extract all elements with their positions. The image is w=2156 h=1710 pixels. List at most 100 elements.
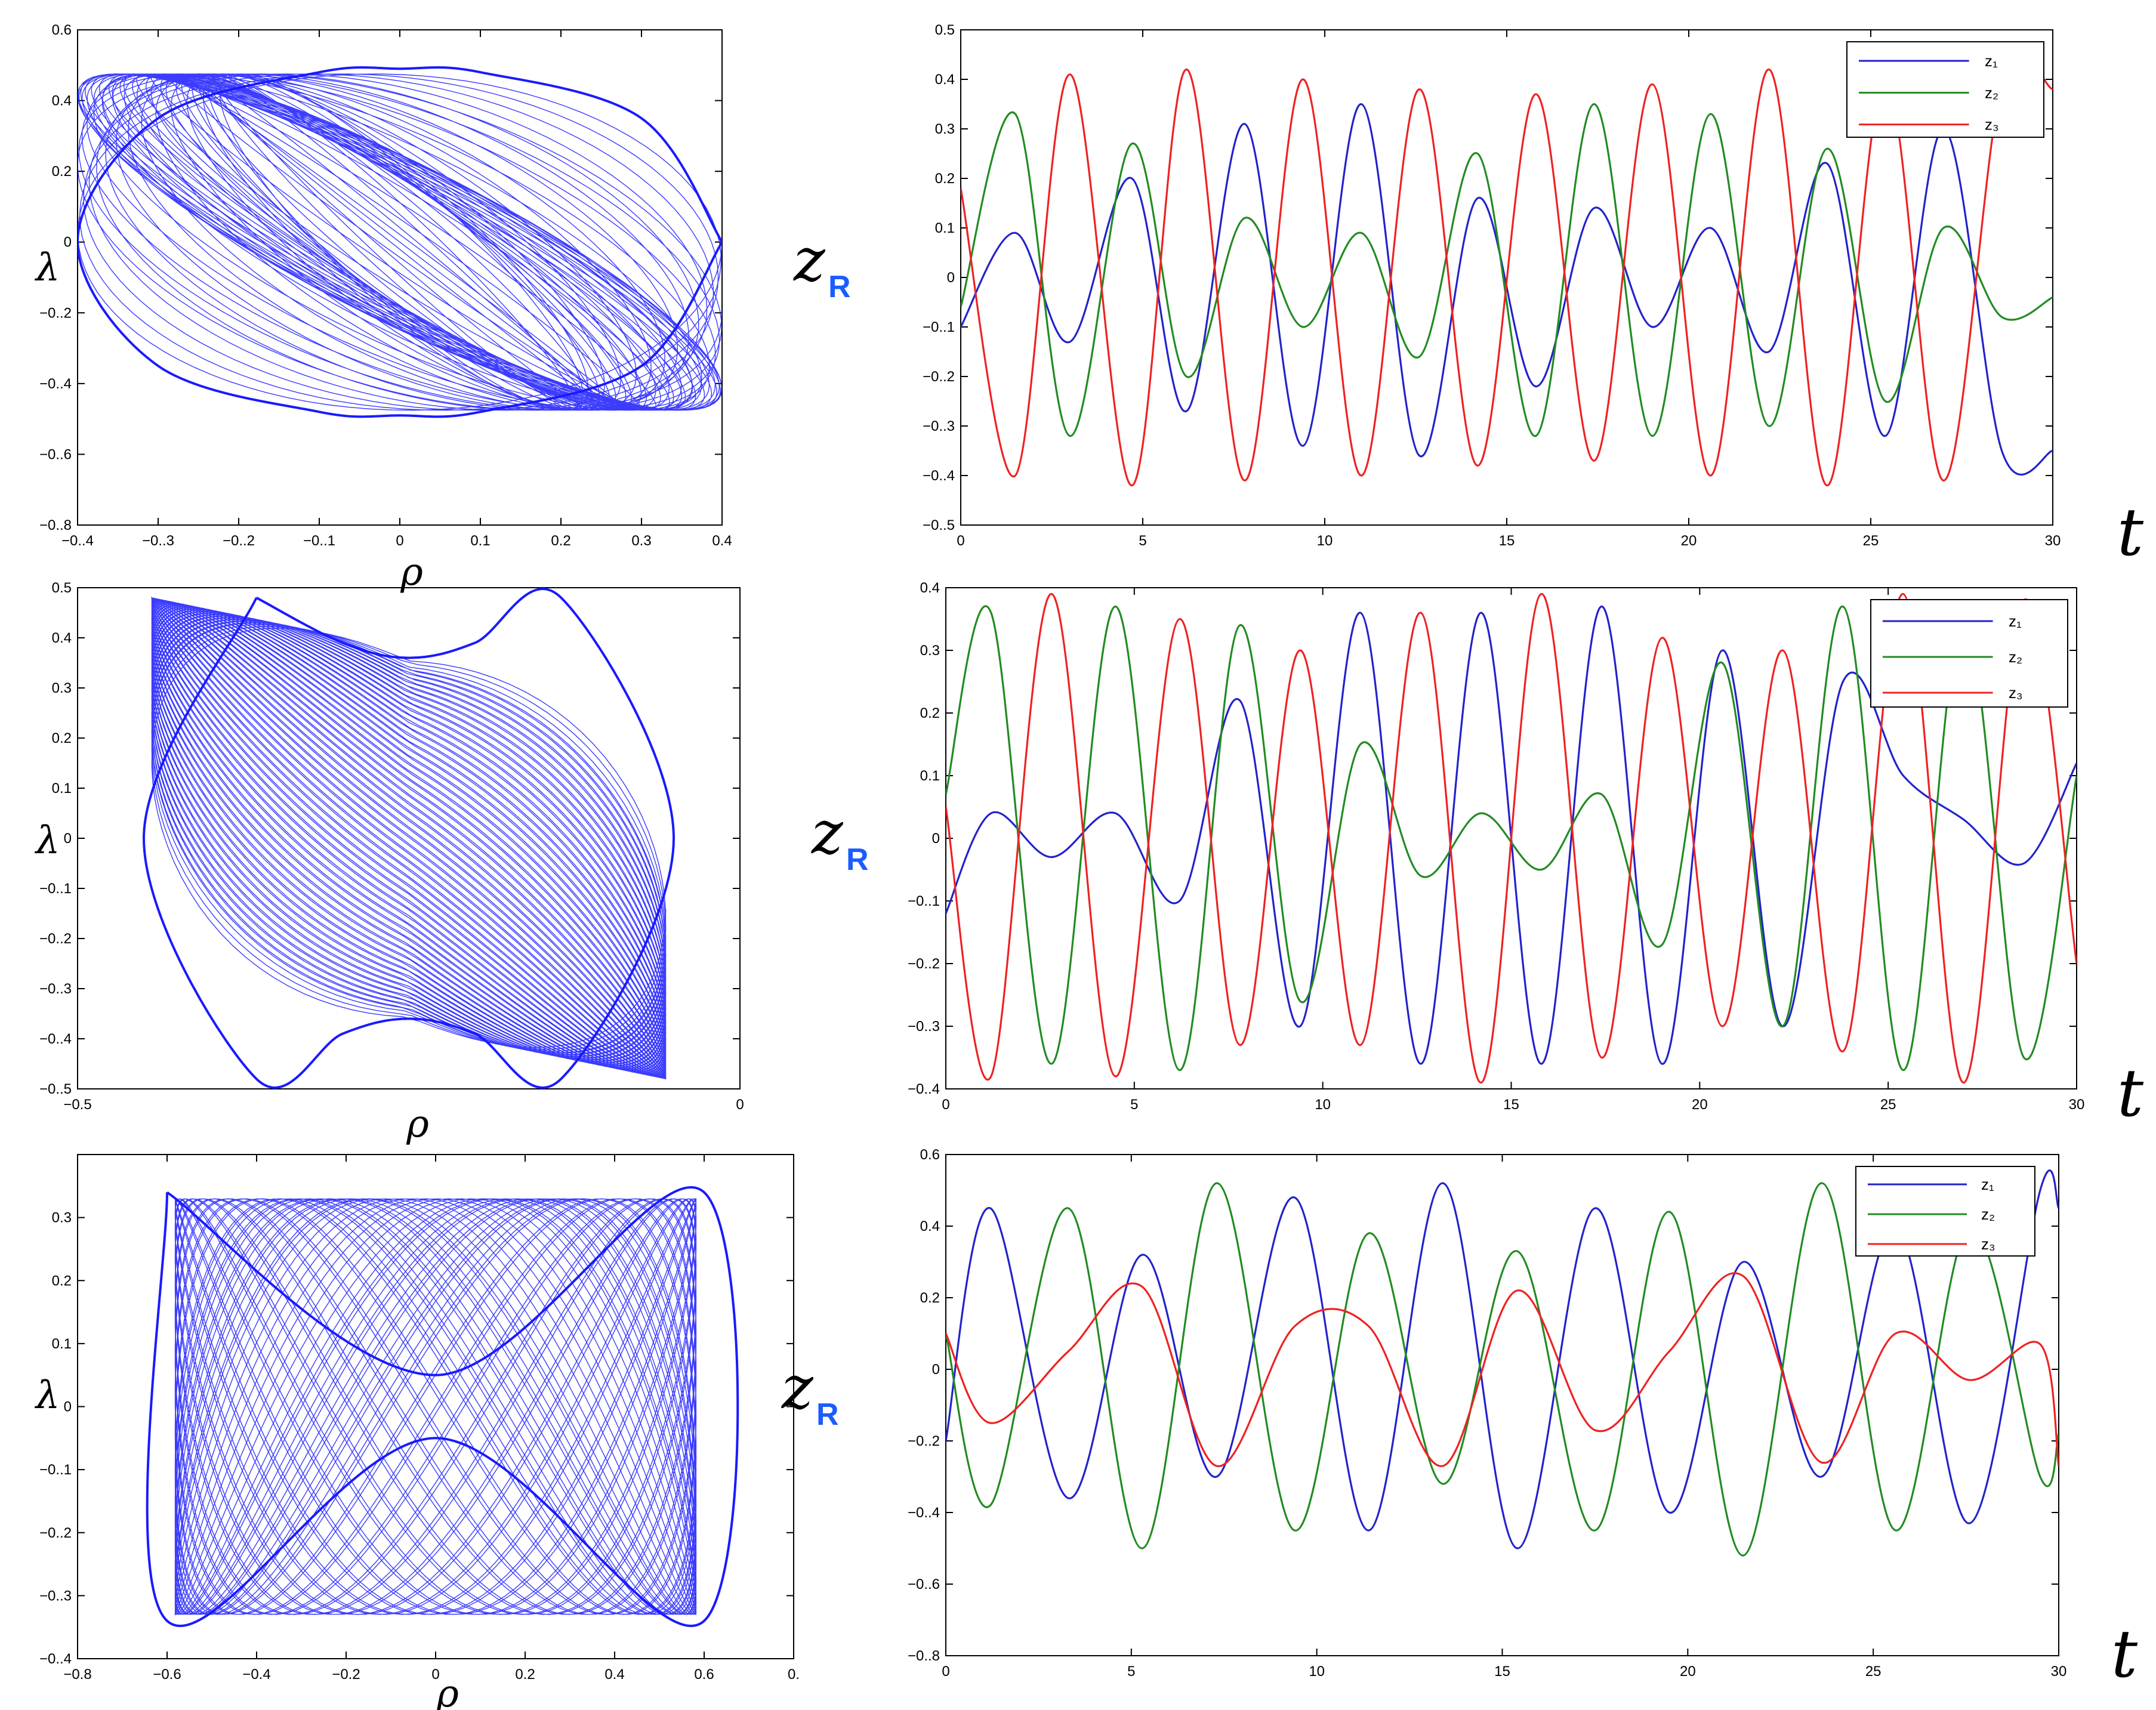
y-tick-label: 0.2	[52, 1273, 72, 1289]
y-tick-label: −0..1	[39, 881, 72, 897]
x-tick-label: 10	[1317, 533, 1333, 549]
phase-curve-group	[78, 66, 722, 418]
y-tick-label: −0..1	[923, 319, 955, 335]
legend: z₁ z₂ z₃	[1870, 599, 2068, 708]
y-tick-label: 0	[932, 831, 940, 847]
legend-label-1: z₁	[1985, 52, 1998, 70]
y-tick-label: −0..6	[908, 1576, 940, 1592]
y-tick-label: 0.2	[935, 171, 955, 187]
y-tick-label: 0.4	[52, 93, 72, 109]
y-tick-label: 0.1	[935, 220, 955, 236]
y-tick-label: −0..5	[923, 517, 955, 533]
legend-box	[1846, 41, 2044, 138]
x-axis-label: t	[2117, 1055, 2144, 1131]
x-tick-label: 0.	[788, 1666, 800, 1683]
x-tick-label: 0.3	[631, 533, 651, 549]
y-tick-label: −0..4	[39, 1651, 72, 1667]
y-tick-label: −0..5	[39, 1081, 72, 1097]
x-axis-label: ρ	[436, 1672, 459, 1710]
series-line-1	[946, 605, 2077, 1065]
y-tick-label: −0..2	[39, 1525, 72, 1541]
y-tick-label: 0.6	[920, 1147, 940, 1163]
y-tick-label: 0.1	[920, 768, 940, 784]
y-tick-label: −0..6	[39, 446, 72, 462]
x-tick-label: 0.6	[694, 1666, 714, 1683]
phase-curve-group	[142, 588, 676, 1089]
x-tick-label: 20	[1692, 1097, 1708, 1113]
x-tick-label: 0.2	[551, 533, 570, 549]
x-tick-label: 0	[957, 533, 964, 549]
phase-envelope	[78, 66, 722, 418]
legend: z₁ z₂ z₃	[1855, 1166, 2035, 1257]
x-tick-label: 0.2	[515, 1666, 535, 1683]
x-tick-label: −0.4	[242, 1666, 270, 1683]
x-tick-label: 30	[2051, 1663, 2067, 1680]
chart-phase-1: −0..4 −0..3 −0..2 −0..1 0 0.1 0.2 0.3 0.4−0..8−0…	[34, 22, 732, 594]
chart-time-1: 0 5 10 15 20 25 30 −0..5 −0..4 −0..3 −0..2 −0..1 0 0.…	[793, 22, 2144, 570]
x-tick-label: 10	[1309, 1663, 1325, 1680]
y-tick-label: 0.4	[52, 630, 72, 646]
y-tick-label: 0.5	[52, 580, 72, 596]
x-tick-label: 5	[1130, 1097, 1138, 1113]
x-tick-label: 10	[1315, 1097, 1331, 1113]
y-tick-label: 0.3	[920, 643, 940, 659]
x-tick-label: 0.4	[604, 1666, 624, 1683]
y-axis-label: z	[811, 798, 844, 868]
chart-time-2: 0 5 10 15 20 25 30 −0..4 −0..3 −0..2 −0..1 0 0.1 0.2 0…	[811, 580, 2144, 1131]
x-tick-label: 5	[1139, 533, 1146, 549]
y-tick-label: 0.2	[920, 1290, 940, 1306]
y-tick-label: −0..2	[39, 931, 72, 947]
legend-label-1: z₁	[1981, 1175, 1994, 1193]
y-tick-label: −0..3	[39, 981, 72, 997]
phase-trajectory	[78, 73, 722, 411]
y-tick-label: 0.1	[52, 780, 72, 797]
x-axis-label: ρ	[406, 1102, 429, 1146]
x-tick-label: 30	[2045, 533, 2061, 549]
y-tick-label: 0.3	[935, 121, 955, 137]
chart-phase-2: −0.5 0 −0..5 −0..4 −0..3 −0..2 −0..1 0 0.1 0.2 0.3…	[34, 580, 744, 1146]
chart-time-3: 0 5 10 15 20 25 30 −0..8 −0..6 −0..4 −0..2 0 0.2 0.4 0…	[781, 1147, 2138, 1692]
series-group	[961, 55, 2053, 487]
y-tick-label: 0.2	[920, 705, 940, 721]
legend-label-3: z₃	[1981, 1235, 1995, 1253]
y-axis-label: z	[793, 225, 826, 295]
y-tick-label: −0..2	[39, 305, 72, 321]
y-tick-label: 0.2	[52, 163, 72, 180]
x-tick-label: 0	[396, 533, 403, 549]
y-tick-label: −0..2	[923, 369, 955, 385]
y-tick-label: −0..8	[908, 1648, 940, 1664]
x-tick-label: 0.1	[470, 533, 490, 549]
series-line-2	[946, 1182, 2059, 1557]
y-tick-label: 0	[947, 270, 955, 286]
phase-envelope	[142, 588, 676, 1089]
x-tick-label: 20	[1680, 1663, 1696, 1680]
y-tick-label: 0	[932, 1362, 940, 1378]
x-tick-label: 20	[1681, 533, 1697, 549]
y-tick-label: 0.4	[920, 580, 940, 596]
y-tick-label: 0.3	[52, 1210, 72, 1226]
legend-box	[1870, 599, 2068, 708]
y-tick-label: −0..4	[39, 1031, 72, 1047]
series-line-1	[961, 103, 2053, 476]
legend-label-3: z₃	[1985, 116, 1999, 134]
x-tick-label: 0	[942, 1097, 949, 1113]
y-axis-label: λ	[34, 1373, 60, 1418]
y-tick-label: −0..4	[39, 376, 72, 392]
x-tick-label: 25	[1865, 1663, 1882, 1680]
x-axis-label: t	[2117, 494, 2144, 570]
y-tick-label: −0..8	[39, 517, 72, 533]
x-tick-label: −0.5	[63, 1097, 91, 1113]
x-tick-label: −0.6	[153, 1666, 181, 1683]
y-tick-label: 0.4	[920, 1218, 940, 1234]
x-tick-label: 0.4	[712, 533, 732, 549]
series-line-3	[946, 1272, 2059, 1467]
y-tick-label: −0..2	[908, 1433, 940, 1449]
y-tick-label: 0.6	[52, 22, 72, 38]
x-tick-label: 0	[942, 1663, 949, 1680]
y-axis-label-subscript: R	[816, 1397, 839, 1432]
x-tick-label: 5	[1127, 1663, 1135, 1680]
x-tick-label: −0..2	[223, 533, 255, 549]
y-axis-label: λ	[34, 246, 60, 290]
x-tick-label: 0	[736, 1097, 744, 1113]
x-tick-label: −0..1	[303, 533, 335, 549]
